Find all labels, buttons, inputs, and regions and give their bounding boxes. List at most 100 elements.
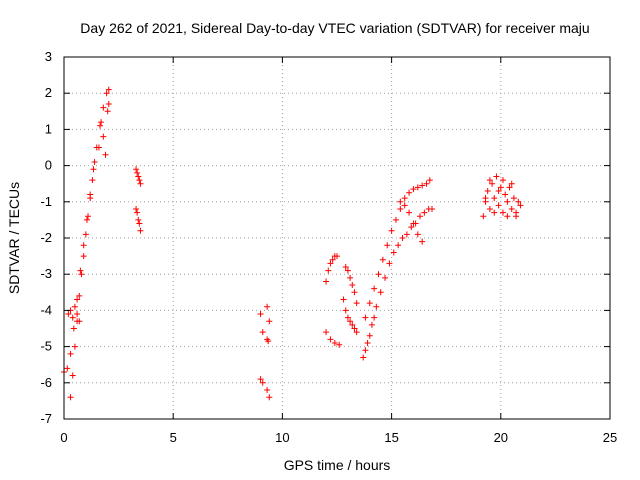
data-point: [133, 166, 140, 173]
data-point: [351, 325, 358, 332]
data-point: [349, 321, 356, 328]
data-point: [489, 180, 496, 187]
data-point: [480, 213, 487, 220]
data-point: [77, 267, 84, 274]
data-point: [515, 198, 522, 205]
data-point: [377, 289, 384, 296]
data-point: [491, 195, 498, 202]
data-point: [80, 253, 87, 260]
data-point: [89, 177, 96, 184]
data-point: [329, 256, 336, 263]
data-point: [353, 300, 360, 307]
data-point: [423, 180, 430, 187]
data-point: [375, 271, 382, 278]
data-point: [82, 231, 89, 238]
data-point: [325, 267, 332, 274]
data-point: [371, 285, 378, 292]
data-point: [410, 186, 417, 193]
data-point: [323, 329, 330, 336]
data-point: [344, 314, 351, 321]
data-point: [342, 263, 349, 270]
data-point: [90, 166, 97, 173]
data-point: [403, 231, 410, 238]
data-point: [264, 387, 271, 394]
data-point: [71, 343, 78, 350]
data-point: [91, 158, 98, 165]
y-tick-label: 0: [45, 158, 52, 173]
data-point: [340, 296, 347, 303]
data-point: [65, 311, 72, 318]
data-point: [76, 292, 83, 299]
data-point: [392, 216, 399, 223]
data-point: [416, 213, 423, 220]
data-point: [64, 365, 71, 372]
data-point: [100, 104, 107, 111]
data-point: [508, 180, 515, 187]
data-point: [390, 249, 397, 256]
data-point: [491, 209, 498, 216]
data-point: [334, 253, 340, 260]
data-point: [513, 213, 520, 220]
data-point: [266, 318, 273, 325]
data-point: [495, 202, 502, 209]
data-point: [502, 191, 509, 198]
data-point: [104, 108, 111, 115]
data-point: [134, 209, 141, 216]
data-point: [429, 206, 436, 213]
x-tick-label: 5: [170, 430, 177, 445]
data-point: [259, 329, 266, 336]
data-point: [510, 195, 517, 202]
data-point: [105, 101, 112, 108]
data-point: [265, 338, 272, 345]
data-point: [344, 267, 351, 274]
data-point: [136, 177, 143, 184]
data-point: [342, 307, 349, 314]
grid: [64, 57, 610, 419]
data-point: [134, 169, 141, 176]
data-point: [67, 394, 74, 401]
axis-ticks: 0 5 10 15 20 25 -7 -6 -5 -4 -3 -2 -1 0 1 2 3: [40, 49, 617, 445]
data-point: [87, 195, 94, 202]
y-tick-label: -4: [40, 302, 52, 317]
data-point: [74, 296, 81, 303]
data-point: [421, 209, 428, 216]
x-axis-label: GPS time / hours: [284, 457, 391, 473]
data-point: [362, 347, 369, 354]
data-point: [373, 303, 380, 310]
data-point: [135, 173, 142, 180]
data-point: [80, 242, 87, 249]
data-point: [67, 350, 74, 357]
data-point: [401, 195, 408, 202]
data-point: [353, 329, 360, 336]
data-point: [486, 177, 493, 184]
data-point: [74, 311, 81, 318]
data-point: [98, 119, 105, 126]
data-point: [499, 177, 506, 184]
data-point: [133, 206, 140, 213]
data-point: [486, 206, 493, 213]
data-point: [397, 206, 404, 213]
data-point: [506, 184, 513, 191]
data-point: [135, 216, 142, 223]
data-point: [78, 271, 85, 278]
data-point: [137, 180, 144, 187]
data-point: [388, 227, 395, 234]
data-point: [379, 256, 386, 263]
data-point: [69, 372, 76, 379]
data-point: [97, 122, 104, 129]
y-tick-label: -2: [40, 230, 52, 245]
data-point: [366, 332, 373, 339]
data-point: [136, 220, 143, 227]
data-point: [408, 224, 415, 231]
data-point: [347, 318, 354, 325]
data-point: [103, 90, 110, 97]
data-point: [137, 227, 144, 234]
y-tick-label: -3: [40, 266, 52, 281]
data-point: [259, 379, 266, 386]
data-point: [100, 133, 107, 140]
data-point: [327, 336, 334, 343]
data-point: [426, 177, 433, 184]
data-point: [419, 238, 426, 245]
data-point: [495, 187, 502, 194]
